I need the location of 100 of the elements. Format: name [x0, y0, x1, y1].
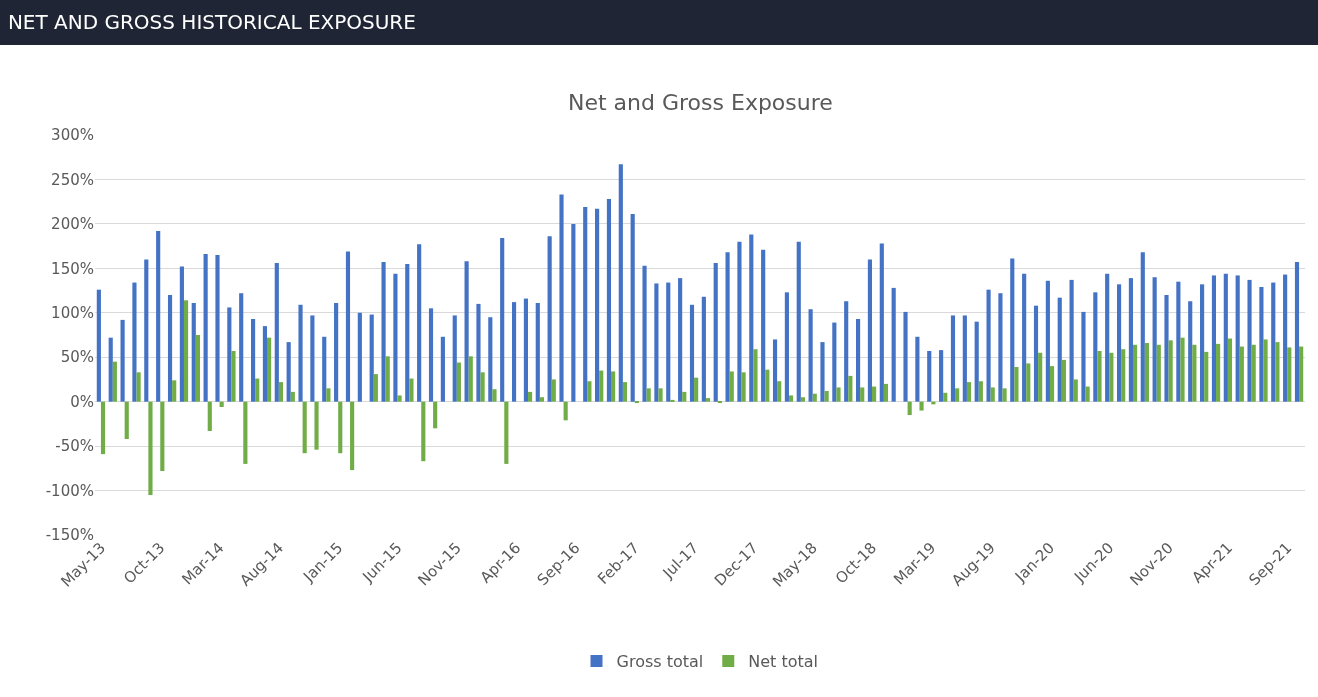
bar	[670, 399, 675, 402]
bar	[796, 241, 801, 402]
bar	[765, 369, 770, 402]
bar	[120, 319, 125, 402]
bar	[772, 339, 778, 402]
y-tick-label: 150%	[51, 259, 94, 278]
bar	[464, 261, 469, 402]
bar	[1180, 337, 1185, 402]
legend-label: Gross total	[616, 652, 704, 672]
bar	[1033, 305, 1039, 402]
bar	[694, 377, 699, 402]
bar	[1283, 274, 1288, 402]
bar	[1049, 366, 1055, 402]
bar	[108, 337, 113, 402]
bar	[1069, 279, 1074, 402]
bar	[606, 199, 612, 402]
bar	[812, 393, 817, 402]
bar	[678, 278, 683, 402]
bar	[753, 349, 758, 402]
bar	[1014, 367, 1019, 402]
bar	[966, 382, 972, 402]
bar	[286, 342, 291, 402]
bar	[551, 379, 556, 402]
bar	[1121, 349, 1126, 402]
bar	[800, 397, 805, 402]
bar	[385, 356, 390, 402]
bar	[856, 319, 861, 402]
bar	[741, 372, 746, 402]
bar	[373, 374, 378, 402]
bar	[124, 401, 129, 439]
y-tick-label: 0%	[70, 392, 94, 411]
chart-subtitle: Net and Gross Exposure	[568, 90, 833, 115]
bar	[500, 238, 505, 402]
bar	[587, 381, 592, 402]
bar	[1192, 344, 1197, 402]
bar	[883, 383, 889, 402]
bar	[255, 378, 260, 402]
bar	[539, 397, 544, 402]
bar	[559, 194, 564, 402]
y-tick-label: 300%	[51, 126, 94, 145]
bar	[172, 380, 177, 402]
bar	[409, 378, 414, 402]
bar	[456, 362, 461, 402]
chart-title: NET AND GROSS HISTORICAL EXPOSURE	[7, 10, 416, 34]
bar	[998, 293, 1003, 402]
bar	[156, 231, 161, 402]
bar	[203, 254, 208, 402]
bar	[927, 351, 932, 402]
bar	[1073, 379, 1078, 402]
bar	[978, 381, 983, 402]
bar	[239, 293, 244, 402]
bar	[440, 336, 445, 402]
bar	[1152, 277, 1157, 402]
bar	[160, 401, 165, 471]
bar	[1239, 346, 1244, 402]
bar	[298, 304, 303, 402]
bar	[689, 304, 695, 402]
bar	[504, 401, 509, 464]
bar	[1263, 339, 1268, 402]
bar	[381, 262, 386, 402]
bar	[480, 372, 485, 402]
bar	[334, 303, 339, 402]
bar	[630, 214, 635, 402]
bar	[1294, 262, 1300, 402]
bar	[943, 392, 948, 402]
bar	[939, 350, 944, 402]
bar	[1247, 279, 1252, 402]
bar	[1235, 275, 1240, 402]
bar	[860, 387, 865, 402]
bar	[788, 395, 794, 402]
bar	[1022, 273, 1027, 402]
bar	[433, 401, 438, 429]
bar	[1128, 278, 1133, 402]
bar	[563, 401, 568, 421]
bar	[836, 387, 841, 402]
bar	[547, 236, 552, 402]
bar	[274, 263, 279, 402]
bar	[219, 401, 224, 407]
bar	[357, 312, 362, 402]
bar	[867, 259, 873, 402]
y-tick-label: 100%	[51, 304, 94, 323]
bar	[1026, 363, 1031, 402]
bar	[132, 282, 137, 402]
bar	[907, 401, 912, 415]
bar	[251, 319, 256, 402]
bar	[369, 314, 374, 402]
bar	[1081, 311, 1086, 402]
bar	[990, 387, 995, 402]
y-tick-label: 50%	[60, 348, 94, 367]
bar	[1105, 273, 1110, 402]
bar	[267, 337, 272, 402]
bar	[179, 266, 184, 402]
y-tick-label: -150%	[45, 526, 94, 545]
bar	[195, 335, 200, 402]
bar	[808, 309, 813, 402]
bar	[622, 382, 628, 402]
bar	[1259, 287, 1264, 402]
bar	[1211, 275, 1217, 402]
bar	[231, 351, 236, 402]
bar	[571, 223, 576, 402]
